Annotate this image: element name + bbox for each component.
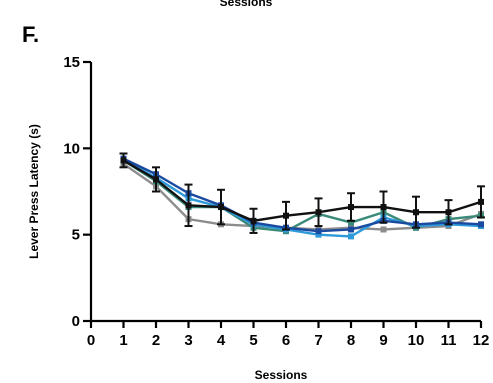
data-point [348,233,354,240]
series-5 [119,152,485,234]
series-line [122,159,482,238]
top-caption: Sessions [220,0,273,9]
y-tick-label: 5 [72,227,80,244]
data-point [445,209,452,216]
x-tick-label: 3 [184,332,192,349]
data-point [250,217,257,224]
data-point [478,221,484,228]
data-point [380,204,387,211]
y-axis-title: Lever Press Latency (s) [27,124,41,259]
data-point [120,157,127,164]
y-tick-label: 15 [63,54,80,71]
data-point [218,204,224,211]
x-tick-label: 12 [473,332,490,349]
panel-label: F. [22,22,39,47]
x-tick-label: 11 [441,332,457,349]
data-point [315,231,322,238]
x-tick-label: 4 [217,332,226,349]
data-point [413,209,419,216]
y-tick-label: 10 [63,140,80,157]
series-line [122,157,482,233]
x-tick-label: 9 [379,332,387,349]
data-point [185,202,192,209]
series-line [122,159,482,223]
data-point [283,212,289,219]
data-point [348,219,354,226]
x-tick-label: 2 [152,332,160,349]
x-tick-label: 0 [87,332,95,349]
x-tick-label: 1 [119,332,127,349]
x-tick-label: 7 [314,332,322,349]
data-point [315,228,322,235]
x-tick-label: 5 [249,332,257,349]
data-point [478,198,484,205]
y-tick-label: 0 [72,313,80,330]
x-tick-label: 6 [282,332,290,349]
data-point [348,226,354,233]
data-point [380,226,387,233]
x-tick-label: 10 [408,332,425,349]
data-point [153,176,159,183]
x-tick-label: 8 [347,332,355,349]
data-point [315,209,322,216]
data-point [348,204,354,211]
x-axis-title: Sessions [255,368,308,382]
